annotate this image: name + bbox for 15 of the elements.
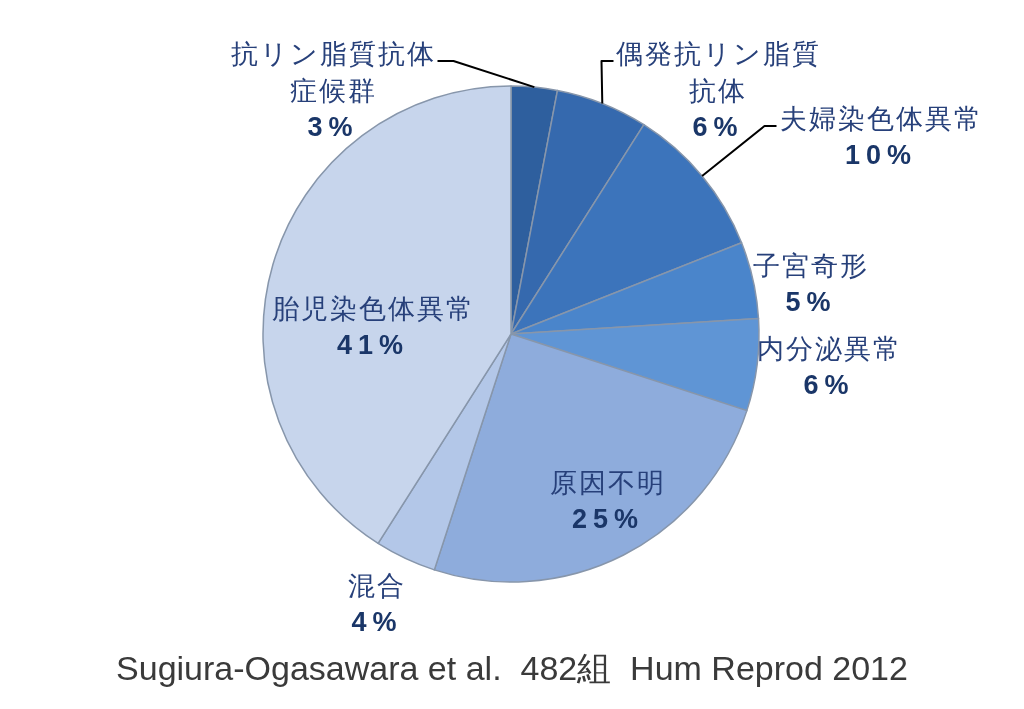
slice-label: 抗リン脂質抗体症候群: [230, 37, 436, 106]
data-label: 4%: [351, 607, 403, 637]
slice-label: 胎児染色体異常: [271, 292, 475, 324]
data-label: 6%: [692, 112, 744, 142]
slice-label: 子宮奇形: [753, 249, 869, 281]
data-label: 10%: [844, 140, 918, 170]
slice-label: 混合: [348, 569, 406, 601]
text: Sugiura-Ogasawara et al. 482組 Hum Reprod 2012: [116, 649, 908, 687]
data-label: 6%: [803, 370, 855, 400]
data-label: 41%: [336, 330, 410, 360]
slice-label: 内分泌異常: [756, 332, 902, 364]
slice-label: 原因不明: [550, 466, 666, 498]
data-label: 3%: [307, 112, 359, 142]
data-label: 5%: [785, 287, 837, 317]
data-label: 25%: [571, 504, 645, 534]
